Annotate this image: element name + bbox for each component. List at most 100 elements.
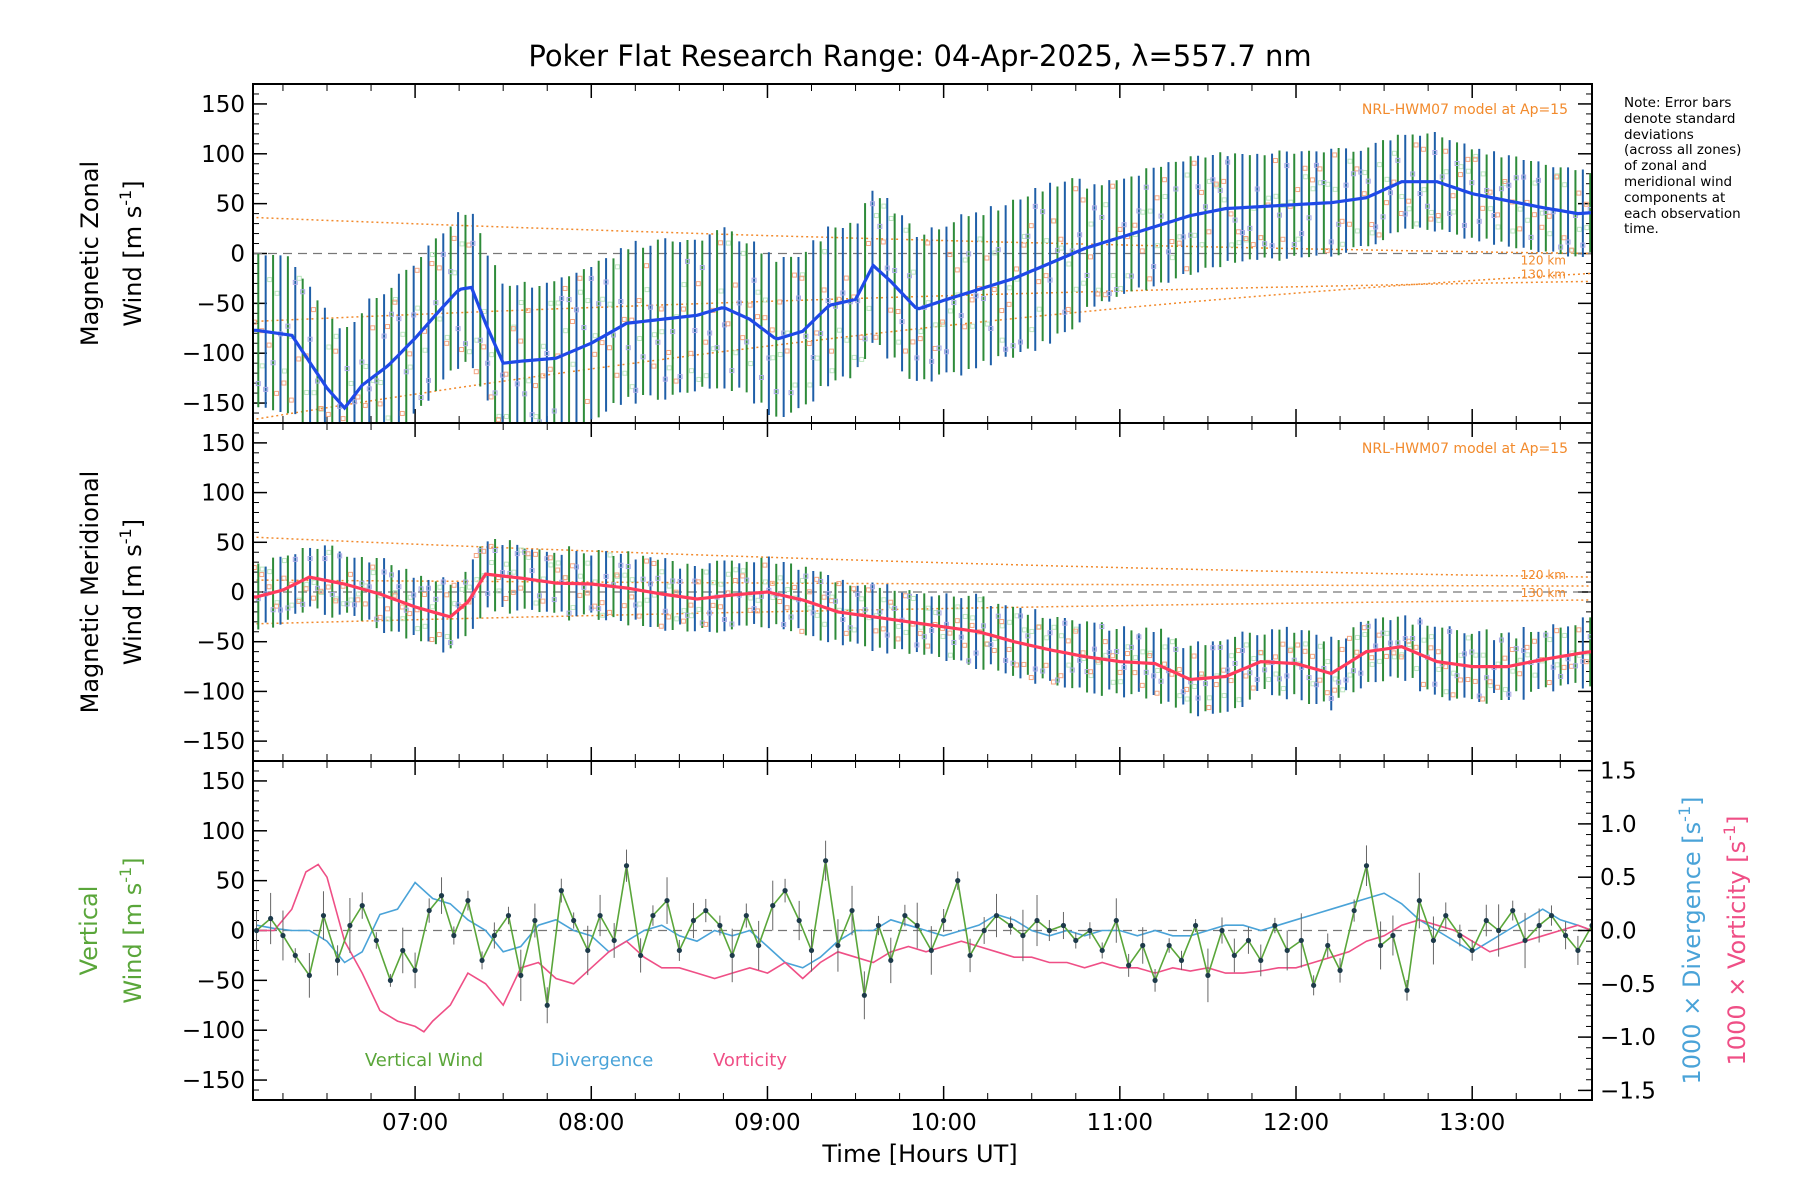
zone-sample xyxy=(1583,659,1589,665)
zone-sample xyxy=(1317,180,1323,186)
y-tick-label: −100 xyxy=(182,1018,245,1044)
zone-sample xyxy=(289,602,295,608)
zone-sample xyxy=(1236,697,1242,703)
zone-sample xyxy=(1310,681,1316,687)
zone-sample xyxy=(1106,649,1112,655)
zone-sample xyxy=(866,305,872,311)
zone-sample xyxy=(725,571,731,577)
zone-sample xyxy=(781,622,787,628)
zone-sample xyxy=(862,607,868,613)
zone-sample xyxy=(895,309,901,315)
zone-sample xyxy=(873,213,879,219)
x-axis-label: Time [Hours UT] xyxy=(821,1140,1017,1168)
zone-sample xyxy=(1254,676,1260,682)
zone-sample xyxy=(253,319,257,325)
vertical-wind-point xyxy=(518,972,524,978)
zone-sample xyxy=(407,364,413,370)
zone-sample xyxy=(514,551,520,557)
zone-sample xyxy=(1029,628,1035,634)
zone-sample xyxy=(625,564,631,570)
zone-sample xyxy=(1276,212,1282,218)
zone-sample xyxy=(1010,343,1016,349)
zone-sample xyxy=(1114,648,1120,654)
zone-sample xyxy=(818,578,824,584)
zone-sample xyxy=(1247,670,1253,676)
zone-sample xyxy=(1539,210,1545,216)
y-tick-label: 50 xyxy=(216,530,245,556)
zone-sample xyxy=(1228,211,1234,217)
zone-sample xyxy=(1387,190,1393,196)
zone-sample xyxy=(318,589,324,595)
zone-sample xyxy=(1450,193,1456,199)
zone-sample xyxy=(688,602,694,608)
zone-sample xyxy=(1510,668,1516,674)
zone-sample xyxy=(351,602,357,608)
zone-sample xyxy=(1176,667,1182,673)
zone-sample xyxy=(1161,177,1167,183)
zone-sample xyxy=(440,579,446,585)
zone-sample xyxy=(551,408,557,414)
zone-sample xyxy=(388,572,394,578)
vertical-wind-point xyxy=(941,917,947,924)
zone-sample xyxy=(1343,182,1349,188)
right-axis-label-text: 1000 × Divergence [s xyxy=(1678,822,1706,1085)
vertical-wind-point xyxy=(717,922,723,929)
zone-sample xyxy=(988,325,994,331)
zone-sample xyxy=(422,347,428,353)
zone-sample xyxy=(581,325,587,331)
x-tick-label: 11:00 xyxy=(1087,1110,1153,1136)
zone-sample xyxy=(785,587,791,593)
zone-sample xyxy=(1569,248,1575,254)
zone-sample xyxy=(703,339,709,345)
zone-sample xyxy=(1158,213,1164,219)
zone-sample xyxy=(1110,679,1116,685)
zone-sample xyxy=(1258,649,1264,655)
zone-sample xyxy=(1510,228,1516,234)
zone-sample xyxy=(1398,210,1404,216)
zone-sample xyxy=(307,336,313,342)
zone-sample xyxy=(1410,636,1416,642)
zone-sample xyxy=(947,652,953,658)
zone-sample xyxy=(1558,244,1564,250)
zone-sample xyxy=(755,289,761,295)
zone-sample xyxy=(1543,209,1549,215)
zone-sample xyxy=(1421,637,1427,643)
zone-sample xyxy=(1073,628,1079,634)
zone-sample xyxy=(902,593,908,599)
vertical-wind-point xyxy=(1377,942,1384,949)
zone-sample xyxy=(318,406,324,412)
zone-sample xyxy=(600,612,606,618)
zone-sample xyxy=(807,382,813,388)
zone-sample xyxy=(330,449,334,453)
zone-sample xyxy=(988,642,994,648)
zone-sample xyxy=(381,569,387,575)
zone-sample xyxy=(1365,178,1371,184)
zone-sample xyxy=(888,215,894,221)
zone-sample xyxy=(314,585,320,591)
zone-sample xyxy=(718,581,724,587)
zone-sample xyxy=(1509,646,1515,652)
vertical-wind-point xyxy=(505,912,512,919)
zone-sample xyxy=(359,580,365,586)
zone-sample xyxy=(1521,174,1527,180)
zone-sample xyxy=(991,286,997,292)
zone-sample xyxy=(718,288,724,294)
zone-sample xyxy=(1406,638,1412,644)
zone-sample xyxy=(1032,203,1038,209)
zone-sample xyxy=(918,624,924,630)
zone-sample xyxy=(1095,291,1101,297)
zone-sample xyxy=(1225,159,1231,165)
x-tick-label: 10:00 xyxy=(910,1110,976,1136)
zone-sample xyxy=(910,595,916,601)
zone-sample xyxy=(414,267,420,273)
zone-sample xyxy=(1184,266,1190,272)
zone-sample xyxy=(1044,238,1050,244)
zone-sample xyxy=(999,337,1005,343)
zone-sample xyxy=(1087,669,1093,675)
zone-sample xyxy=(1162,194,1168,200)
zone-sample xyxy=(877,223,883,229)
zone-sample xyxy=(1180,234,1186,240)
zone-sample xyxy=(462,341,468,347)
zone-sample xyxy=(699,620,705,626)
zone-sample xyxy=(1432,150,1438,156)
